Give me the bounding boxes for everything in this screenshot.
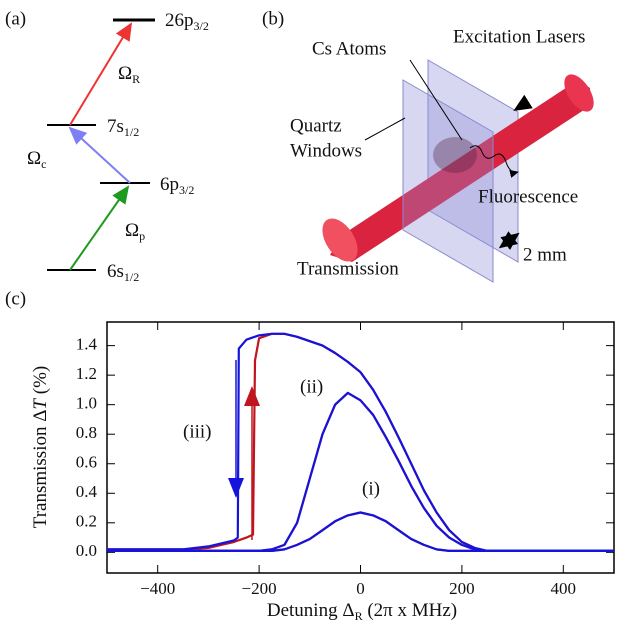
rabi-label: Ωp bbox=[125, 220, 145, 242]
annotation: (iii) bbox=[183, 421, 212, 442]
laser-end bbox=[322, 218, 358, 262]
scale-arrow bbox=[498, 231, 520, 250]
energy-diagram bbox=[47, 18, 155, 271]
windows-label: Windows bbox=[290, 140, 362, 161]
x-axis-label-part: Detuning Δ bbox=[267, 600, 355, 621]
atom-cloud bbox=[433, 137, 477, 173]
data-line bbox=[107, 511, 614, 552]
arrow-head bbox=[300, 255, 309, 262]
y-axis-label: Transmission ΔT (%) bbox=[30, 366, 51, 529]
y-axis-label-part: Transmission Δ bbox=[30, 410, 51, 529]
level-label-sub: 3/2 bbox=[179, 183, 194, 197]
level-label-main: 6p bbox=[160, 174, 179, 195]
level-label-main: 6s bbox=[107, 261, 124, 282]
level-label: 6s1/2 bbox=[107, 261, 139, 283]
rabi-label-sub: c bbox=[41, 157, 46, 171]
arrow-head bbox=[228, 478, 244, 498]
setup-diagram bbox=[299, 59, 594, 283]
y-tick-label: 1.2 bbox=[76, 364, 97, 383]
rabi-label-main: Ω bbox=[125, 220, 139, 241]
rabi-label: ΩR bbox=[118, 63, 140, 85]
level-label-sub: 1/2 bbox=[124, 270, 139, 284]
arrow-head bbox=[244, 386, 260, 406]
transition-arrow bbox=[69, 22, 133, 126]
y-tick-label: 0.2 bbox=[76, 512, 97, 531]
data-line bbox=[107, 511, 614, 552]
annotation: (ii) bbox=[300, 376, 323, 397]
y-tick-label: 1.4 bbox=[76, 335, 98, 354]
x-tick-label: 200 bbox=[449, 579, 475, 598]
x-tick-label: 400 bbox=[551, 579, 577, 598]
rabi-label: Ωc bbox=[27, 148, 46, 170]
windows-label: Quartz bbox=[290, 115, 342, 136]
x-tick-label: 0 bbox=[356, 579, 365, 598]
leader-line bbox=[409, 59, 463, 141]
y-tick-label: 0.4 bbox=[76, 482, 98, 501]
y-axis-label-part: T bbox=[30, 398, 51, 410]
lasers-label: Excitation Lasers bbox=[453, 26, 585, 47]
level-label-main: 26p bbox=[165, 10, 194, 31]
rabi-label-main: Ω bbox=[27, 148, 41, 169]
level-label-sub: 3/2 bbox=[194, 19, 209, 33]
y-tick-label: 1.0 bbox=[76, 394, 97, 413]
level-label: 26p3/2 bbox=[165, 10, 209, 32]
transmission-label: Transmission bbox=[297, 258, 399, 279]
data-line bbox=[107, 391, 614, 552]
x-axis-label-part: R bbox=[355, 609, 363, 623]
y-tick-label: 0.6 bbox=[76, 453, 97, 472]
data-line bbox=[107, 332, 614, 552]
x-axis-label-part: (2π x MHz) bbox=[363, 600, 458, 621]
panel-label: (b) bbox=[262, 8, 284, 29]
leader-line bbox=[364, 117, 406, 141]
beam-direction bbox=[513, 89, 548, 112]
y-tick-label: 0.0 bbox=[76, 541, 97, 560]
transition-arrow bbox=[69, 185, 130, 271]
panel-label: (c) bbox=[5, 288, 26, 309]
atoms-label: Cs Atoms bbox=[312, 38, 386, 59]
plot-frame bbox=[106, 321, 615, 574]
quartz-window bbox=[402, 79, 494, 283]
level-label-sub: 1/2 bbox=[124, 125, 139, 139]
laser-end bbox=[564, 74, 594, 112]
y-axis-label-part: (%) bbox=[30, 366, 51, 399]
rabi-label-sub: p bbox=[139, 229, 145, 243]
level-label: 7s1/2 bbox=[107, 116, 139, 138]
x-axis-label: Detuning ΔR (2π x MHz) bbox=[267, 600, 457, 622]
x-tick-label: −200 bbox=[242, 579, 277, 598]
scale-label: 2 mm bbox=[523, 244, 567, 265]
transition-arrow bbox=[68, 126, 131, 184]
laser-beam bbox=[330, 80, 590, 262]
panel-label: (a) bbox=[5, 8, 26, 29]
x-tick-label: −400 bbox=[140, 579, 175, 598]
rabi-label-sub: R bbox=[132, 72, 140, 86]
fluorescence-label: Fluorescence bbox=[478, 186, 578, 207]
data-line bbox=[107, 391, 614, 552]
annotation: (i) bbox=[362, 478, 380, 499]
level-label: 6p3/2 bbox=[160, 174, 194, 196]
level-label-main: 7s bbox=[107, 116, 124, 137]
rabi-label-main: Ω bbox=[118, 63, 132, 84]
y-tick-label: 0.8 bbox=[76, 423, 97, 442]
fluorescence-arrow bbox=[469, 145, 519, 178]
